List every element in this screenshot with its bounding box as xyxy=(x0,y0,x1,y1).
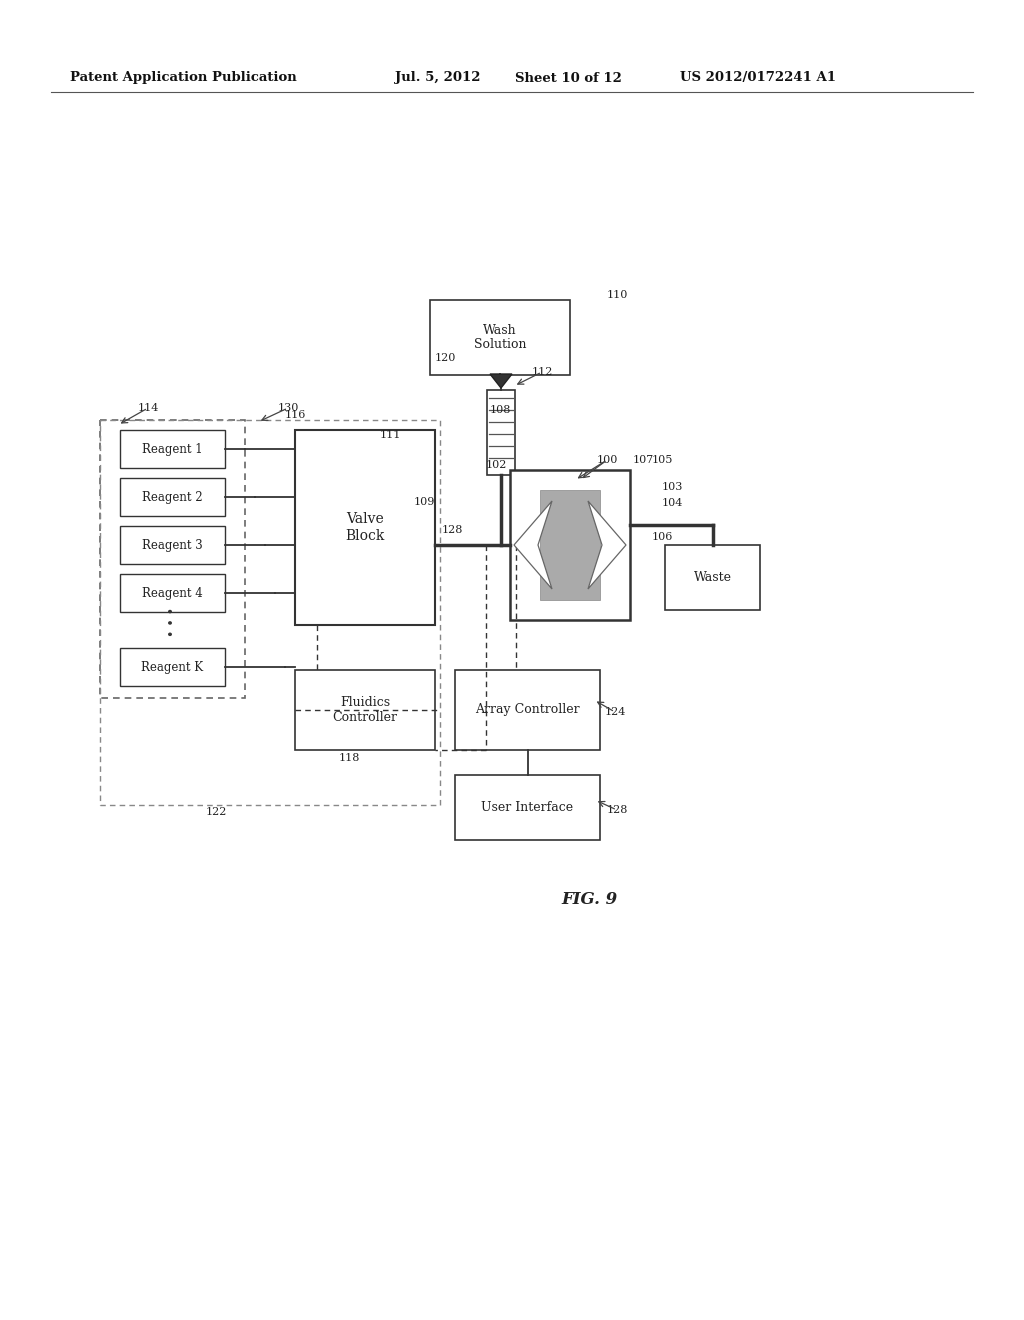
Text: 114: 114 xyxy=(137,403,159,413)
Text: Valve
Block: Valve Block xyxy=(345,512,385,543)
Text: 116: 116 xyxy=(285,411,306,420)
Polygon shape xyxy=(490,374,512,388)
Text: 104: 104 xyxy=(662,498,683,508)
Bar xyxy=(510,470,630,620)
Text: US 2012/0172241 A1: US 2012/0172241 A1 xyxy=(680,71,836,84)
Text: 128: 128 xyxy=(606,805,628,814)
Text: Jul. 5, 2012: Jul. 5, 2012 xyxy=(395,71,480,84)
Bar xyxy=(120,478,225,516)
Bar xyxy=(455,671,600,750)
Bar xyxy=(487,389,515,475)
Bar xyxy=(100,420,440,805)
Bar xyxy=(120,430,225,469)
Bar xyxy=(455,775,600,840)
Text: Array Controller: Array Controller xyxy=(475,704,580,717)
Polygon shape xyxy=(588,502,626,589)
Text: 100: 100 xyxy=(596,455,617,465)
Text: Reagent K: Reagent K xyxy=(141,660,204,673)
Polygon shape xyxy=(514,502,552,589)
Text: • • •: • • • xyxy=(166,607,178,638)
Text: 122: 122 xyxy=(206,807,226,817)
Text: Waste: Waste xyxy=(693,572,731,583)
Text: 120: 120 xyxy=(434,352,456,363)
Bar xyxy=(295,671,435,750)
Text: 106: 106 xyxy=(651,532,673,543)
Bar xyxy=(665,545,760,610)
Bar xyxy=(120,648,225,686)
Text: Reagent 3: Reagent 3 xyxy=(142,539,203,552)
Text: FIG. 9: FIG. 9 xyxy=(562,891,618,908)
Text: 124: 124 xyxy=(604,708,626,717)
Text: 107: 107 xyxy=(633,455,653,465)
Bar xyxy=(540,490,600,601)
Text: Sheet 10 of 12: Sheet 10 of 12 xyxy=(515,71,622,84)
Bar xyxy=(430,300,570,375)
Text: 105: 105 xyxy=(651,455,673,465)
Text: Wash
Solution: Wash Solution xyxy=(474,323,526,351)
Text: Reagent 2: Reagent 2 xyxy=(142,491,203,503)
Text: 108: 108 xyxy=(489,405,511,414)
Text: User Interface: User Interface xyxy=(481,801,573,814)
Text: 112: 112 xyxy=(531,367,553,378)
Bar xyxy=(295,430,435,624)
Text: 103: 103 xyxy=(662,482,683,492)
Text: Reagent 1: Reagent 1 xyxy=(142,442,203,455)
Text: 128: 128 xyxy=(441,525,463,535)
Text: 118: 118 xyxy=(338,752,359,763)
Text: 111: 111 xyxy=(379,430,400,440)
Bar xyxy=(100,420,245,698)
Text: 110: 110 xyxy=(606,290,628,300)
Text: 109: 109 xyxy=(414,498,434,507)
Bar xyxy=(120,525,225,564)
Text: Fluidics
Controller: Fluidics Controller xyxy=(333,696,397,723)
Text: 130: 130 xyxy=(278,403,299,413)
Bar xyxy=(120,574,225,612)
Text: 102: 102 xyxy=(485,459,507,470)
Text: Patent Application Publication: Patent Application Publication xyxy=(70,71,297,84)
Text: Reagent 4: Reagent 4 xyxy=(142,586,203,599)
